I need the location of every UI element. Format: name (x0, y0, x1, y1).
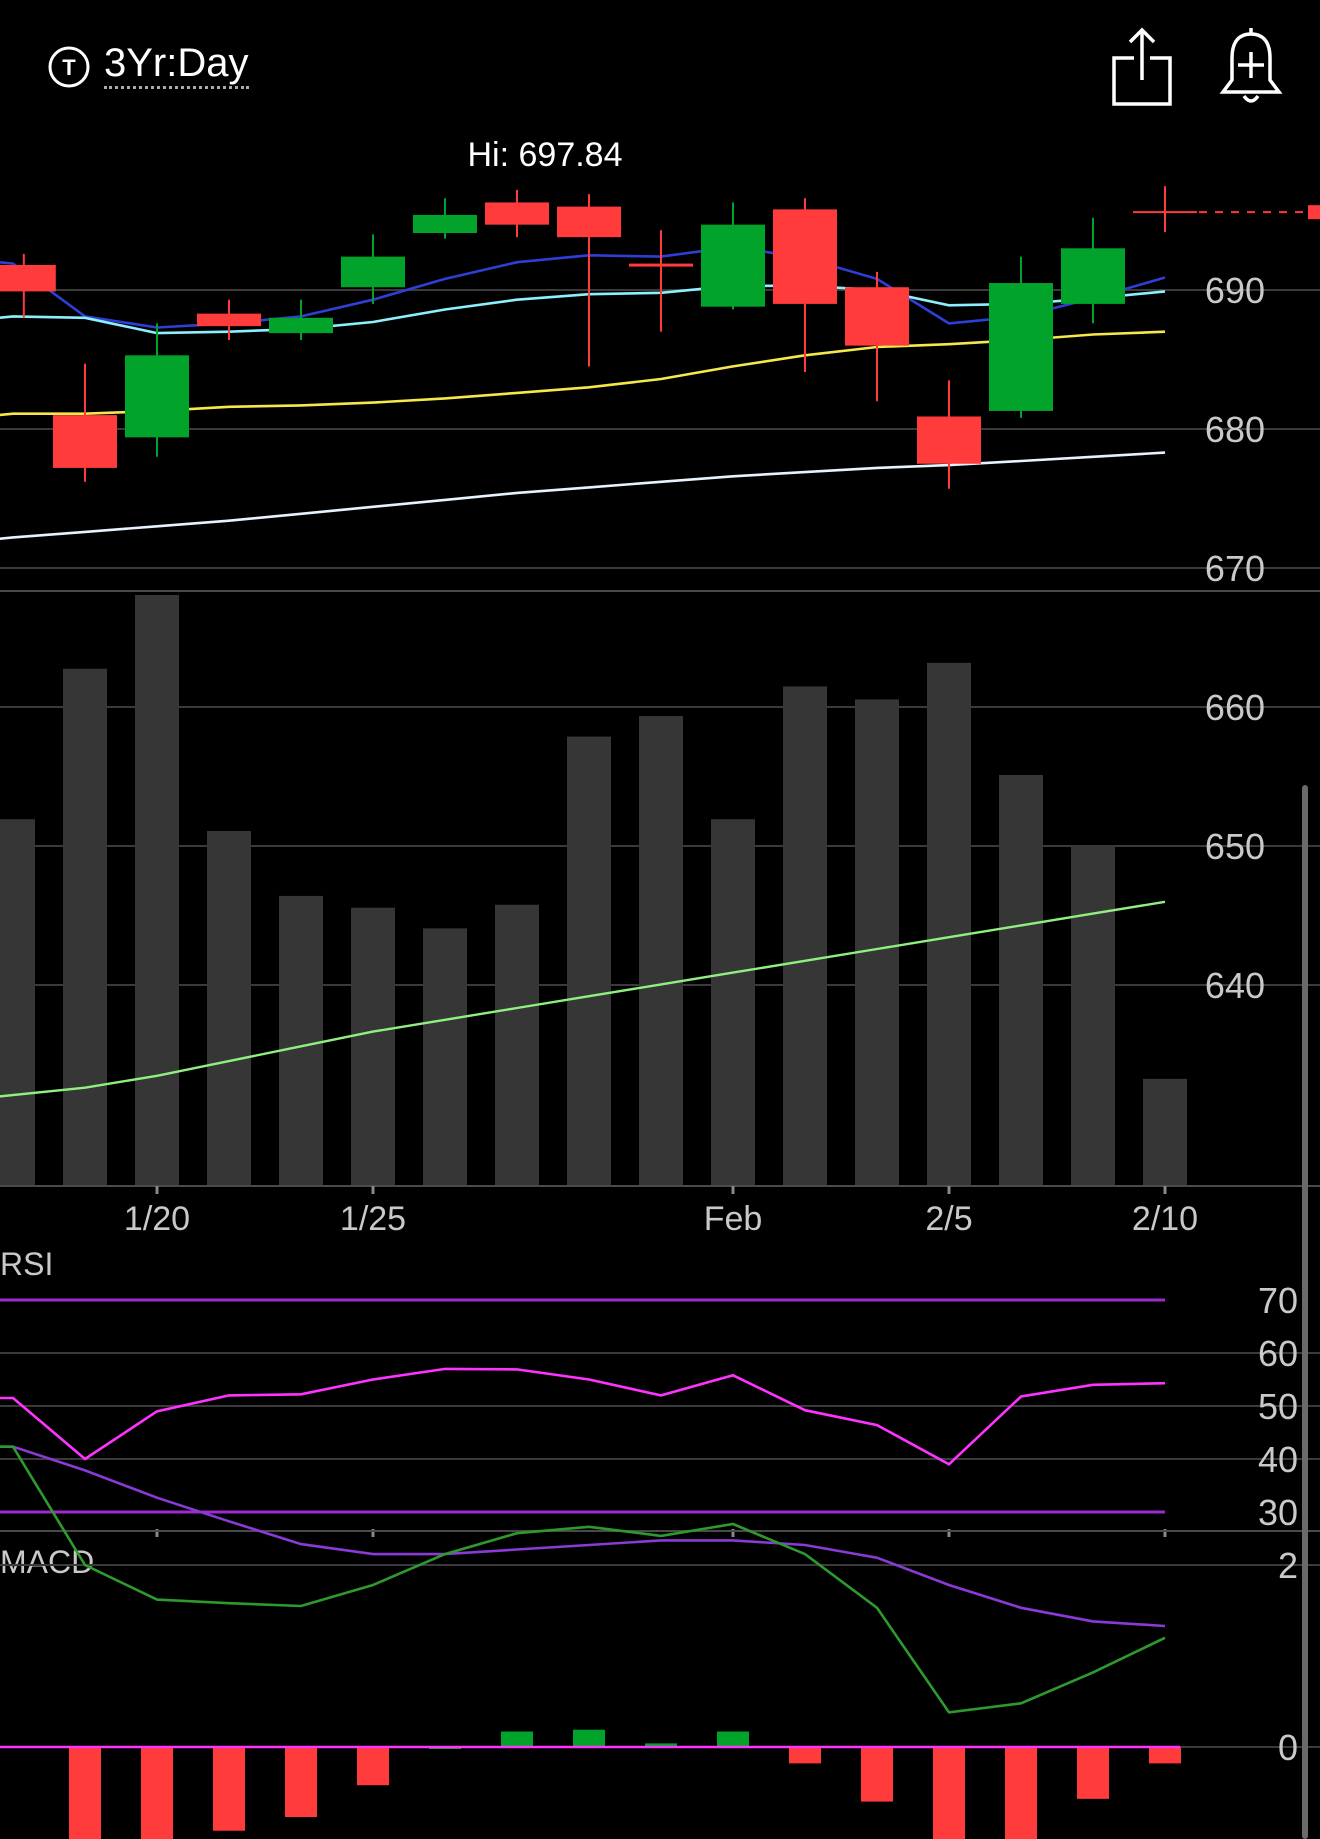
volume-bar (135, 595, 179, 1185)
volume-bar (279, 895, 323, 1185)
candle-down (53, 415, 117, 468)
macd-histogram-bar (717, 1731, 749, 1747)
macd-histogram-bar (861, 1747, 893, 1802)
volume-bar (351, 907, 395, 1185)
rsi-axis-tick-label: 70 (1258, 1280, 1298, 1321)
candle-up (701, 224, 765, 307)
macd-title: MACD (0, 1544, 94, 1580)
share-icon[interactable] (1110, 24, 1174, 108)
macd-histogram-bar (213, 1747, 245, 1831)
candle-down (917, 416, 981, 464)
candle-down (629, 263, 693, 267)
macd-axis-tick-label: 2 (1278, 1545, 1298, 1586)
ticker-symbol-letter: T (62, 55, 76, 80)
macd-signal-line (0, 1445, 1166, 1628)
volume-bar (783, 686, 827, 1185)
price-axis-tick-label: 650 (1205, 826, 1265, 867)
volume-bar (999, 774, 1043, 1185)
volume-bar (423, 928, 467, 1185)
volume-bar (63, 668, 107, 1185)
volume-bar (711, 819, 755, 1185)
candle-down (845, 287, 909, 346)
macd-histogram-bar (789, 1747, 821, 1764)
volume-bar (639, 715, 683, 1185)
price-moving-average-line (0, 245, 1166, 329)
rsi-axis-tick-label: 40 (1258, 1439, 1298, 1480)
candle-down (197, 313, 261, 327)
x-axis-tick-label: Feb (704, 1200, 763, 1238)
x-axis-tick-label: 2/5 (925, 1200, 972, 1238)
macd-histogram-bar (285, 1747, 317, 1818)
volume-bar (855, 699, 899, 1185)
x-axis-tick-label: 2/10 (1132, 1200, 1198, 1238)
price-moving-average-line (0, 451, 1166, 540)
volume-bar (1143, 1078, 1187, 1185)
top-bar: T 3Yr:Day (0, 0, 1320, 130)
x-axis-tick-label: 1/20 (124, 1200, 190, 1238)
volume-bar (0, 819, 35, 1185)
macd-histogram-bar (933, 1747, 965, 1839)
candle-up (341, 256, 405, 288)
candle-up (989, 283, 1053, 411)
macd-histogram-bar (69, 1747, 101, 1839)
volume-moving-average-line (0, 900, 1166, 1098)
rsi-title: RSI (0, 1246, 53, 1282)
rsi-line (0, 1367, 1166, 1466)
macd-histogram-bar (645, 1743, 677, 1747)
price-axis-tick-label: 680 (1205, 409, 1265, 450)
macd-axis-tick-label: 0 (1278, 1727, 1298, 1768)
macd-histogram-bar (357, 1747, 389, 1786)
price-axis-tick-label: 690 (1205, 270, 1265, 311)
volume-bar (207, 831, 251, 1185)
volume-bar (495, 904, 539, 1185)
candle-up (413, 214, 477, 234)
price-axis-tick-label: 640 (1205, 965, 1265, 1006)
rsi-axis-tick-label: 50 (1258, 1386, 1298, 1427)
time-period-selector[interactable]: 3Yr:Day (104, 40, 249, 89)
price-moving-average-line (0, 284, 1166, 335)
candle-up (125, 355, 189, 438)
macd-histogram-bar (501, 1731, 533, 1747)
last-price-tag (1308, 205, 1320, 220)
macd-histogram-bar (141, 1747, 173, 1839)
macd-histogram-bar (573, 1729, 605, 1747)
candle-down (773, 209, 837, 304)
ticker-symbol-icon: T (48, 46, 90, 88)
candle-up (269, 317, 333, 334)
candle-down (0, 264, 56, 292)
candle-up (1061, 248, 1125, 304)
vertical-scrollbar[interactable] (1302, 785, 1308, 1839)
candle-down (557, 206, 621, 238)
bell-plus-icon[interactable] (1218, 24, 1284, 108)
macd-histogram-bar (1077, 1747, 1109, 1799)
macd-histogram-bar (1005, 1747, 1037, 1839)
candle-down (485, 202, 549, 225)
macd-line (0, 1445, 1166, 1714)
macd-histogram-bar (1149, 1747, 1181, 1764)
price-axis-tick-label: 670 (1205, 548, 1265, 589)
volume-bar (567, 736, 611, 1185)
rsi-axis-tick-label: 30 (1258, 1492, 1298, 1533)
price-axis-tick-label: 660 (1205, 687, 1265, 728)
volume-bar (1071, 845, 1115, 1185)
rsi-axis-tick-label: 60 (1258, 1333, 1298, 1374)
high-price-label: Hi: 697.84 (468, 136, 623, 174)
x-axis-tick-label: 1/25 (340, 1200, 406, 1238)
volume-bar (927, 662, 971, 1185)
